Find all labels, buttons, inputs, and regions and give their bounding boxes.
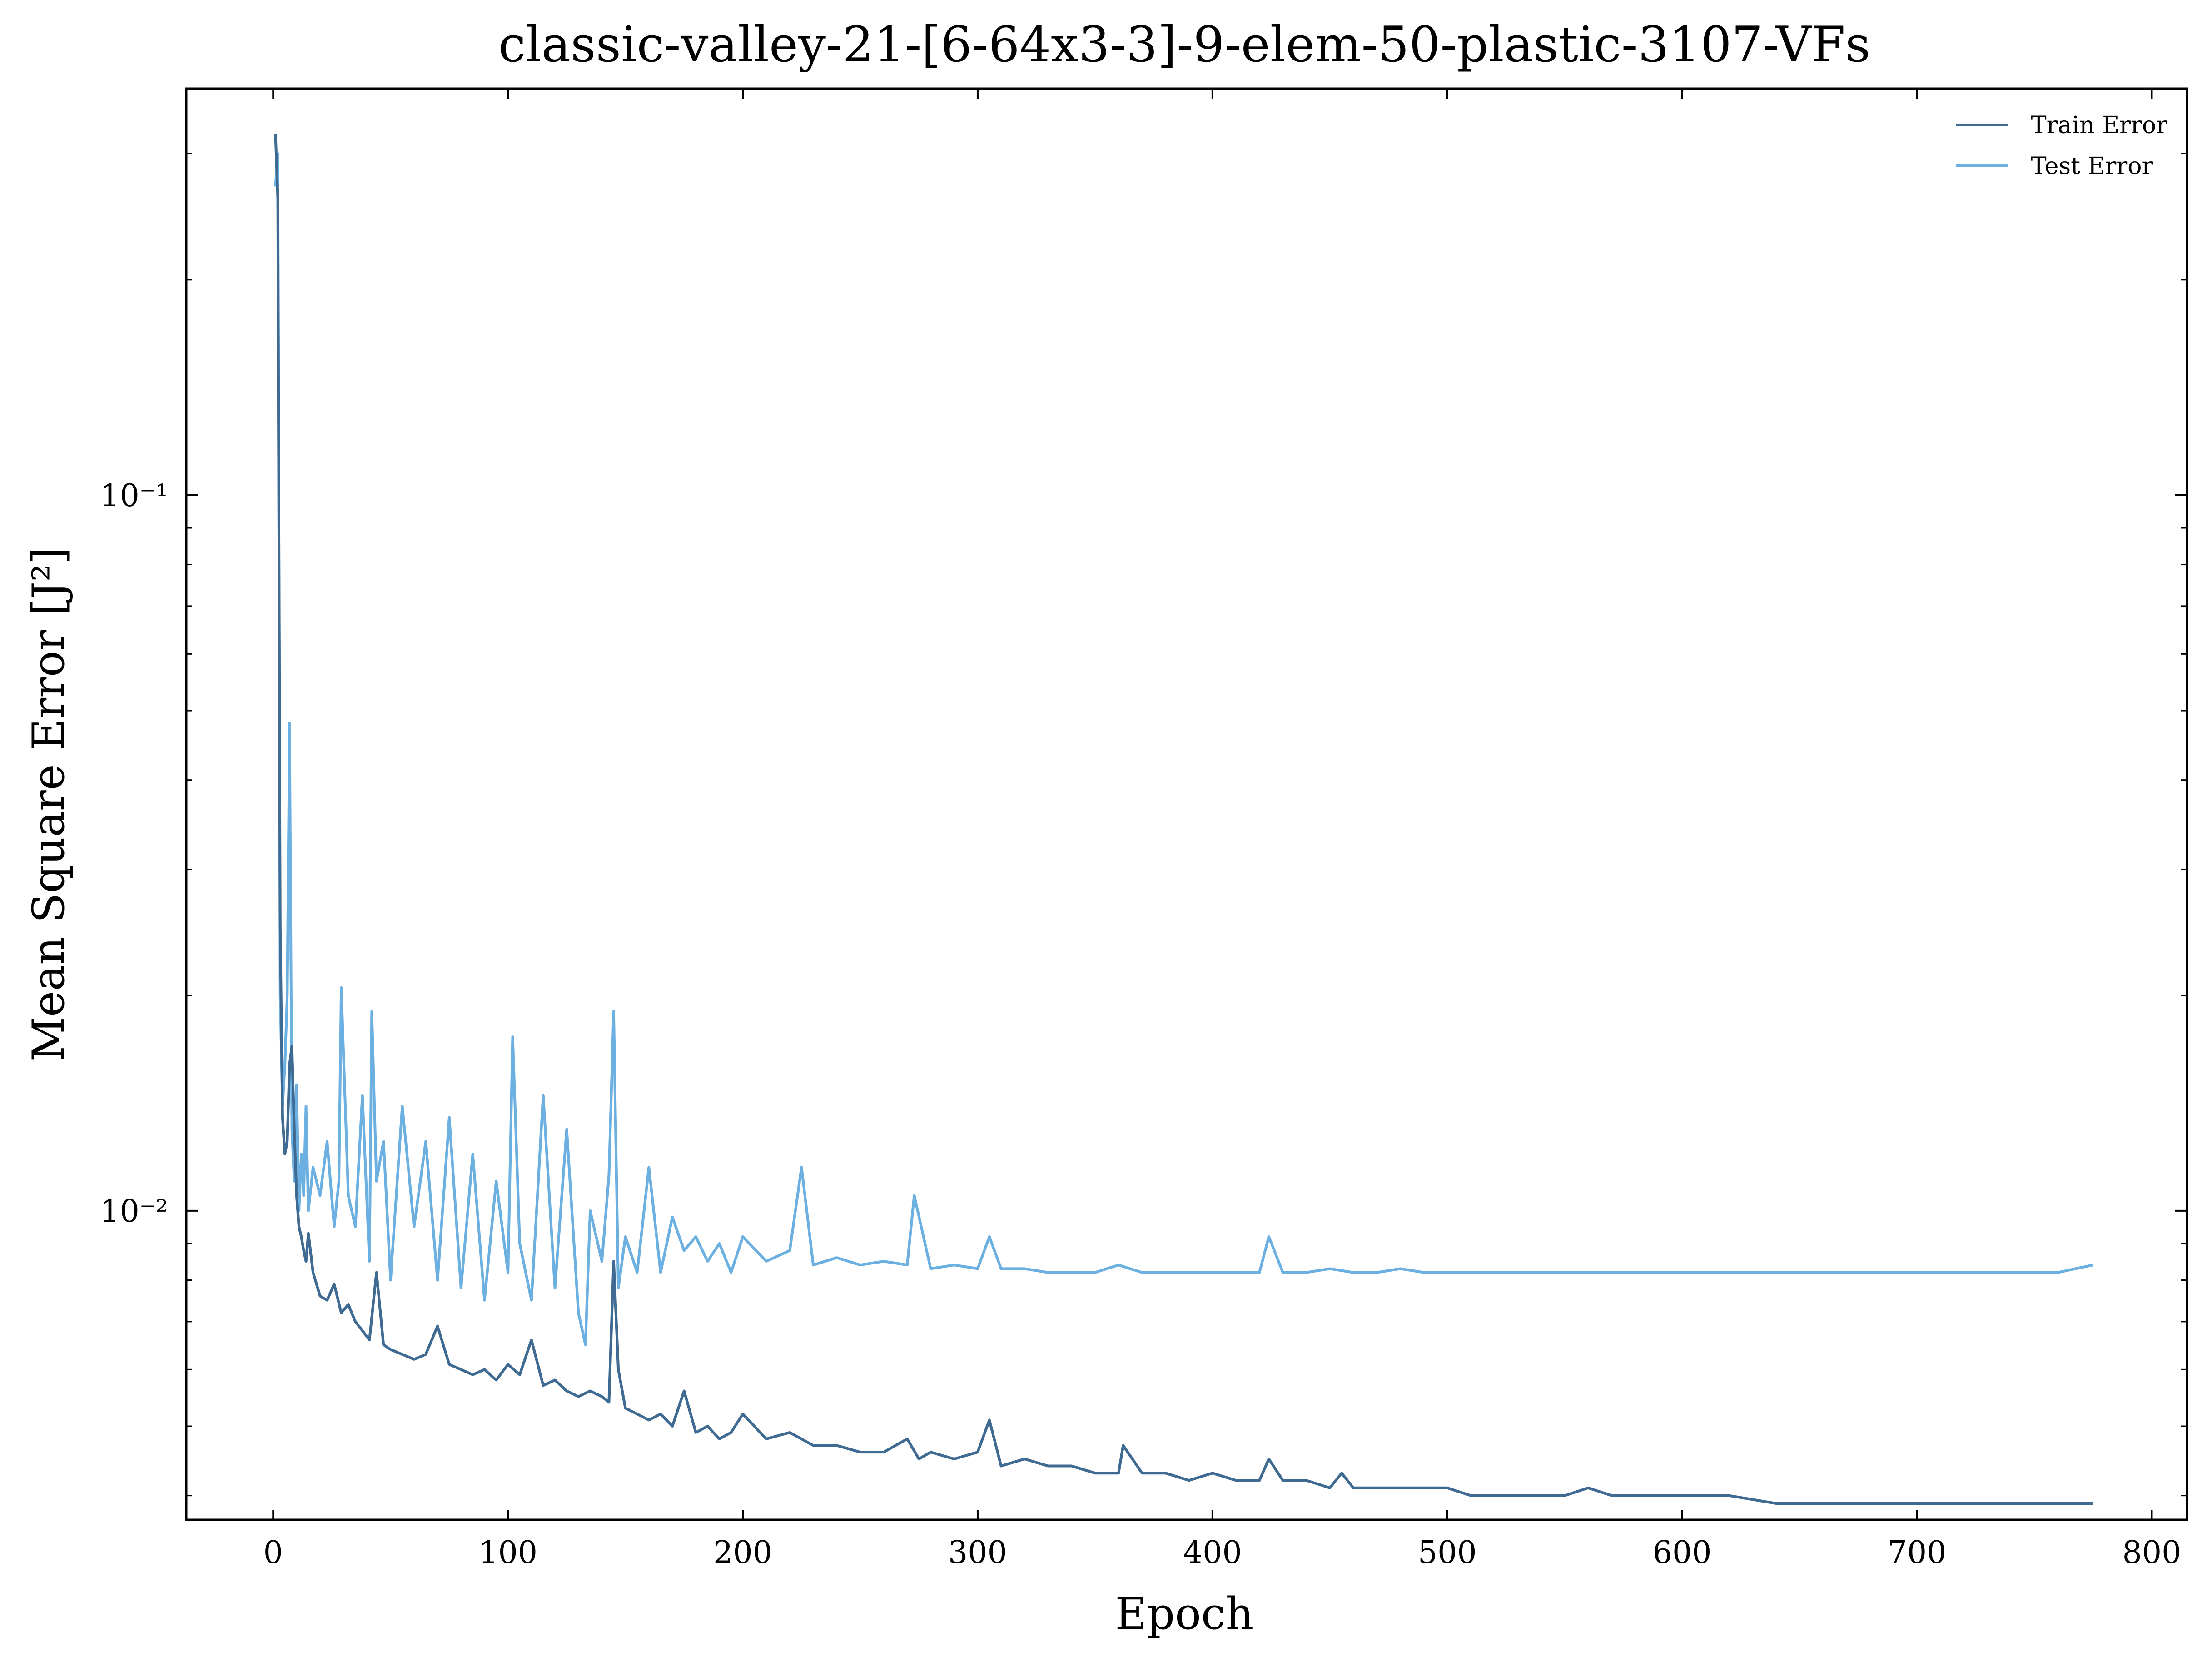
y-tick-label: 10⁻² — [100, 1194, 168, 1229]
x-axis-label: Epoch — [1115, 1588, 1254, 1639]
legend-label: Train Error — [2031, 112, 2167, 139]
x-tick-label: 500 — [1418, 1535, 1477, 1571]
x-tick-label: 300 — [948, 1535, 1007, 1571]
x-tick-label: 800 — [2123, 1535, 2182, 1571]
x-tick-label: 200 — [713, 1535, 772, 1571]
x-tick-label: 600 — [1653, 1535, 1712, 1571]
axis-ticks: 0 100 200 300 400 500 600 700 800 10⁻¹ 10⁻² — [100, 89, 2187, 1571]
x-tick-label: 0 — [263, 1535, 283, 1571]
legend: Train Error Test Error — [1956, 112, 2167, 180]
x-tick-label: 100 — [478, 1535, 537, 1571]
series-line-1 — [274, 152, 2093, 1346]
y-tick-label: 10⁻¹ — [100, 478, 168, 514]
series-line-0 — [274, 134, 2093, 1505]
x-tick-label: 700 — [1888, 1535, 1947, 1571]
x-tick-label: 400 — [1183, 1535, 1242, 1571]
legend-label: Test Error — [2031, 153, 2153, 180]
y-axis-label: Mean Square Error [J²] — [23, 547, 74, 1061]
plot-frame — [185, 87, 2188, 1521]
series-layer — [274, 134, 2093, 1505]
chart-title: classic-valley-21-[6-64x3-3]-9-elem-50-p… — [498, 16, 1870, 73]
